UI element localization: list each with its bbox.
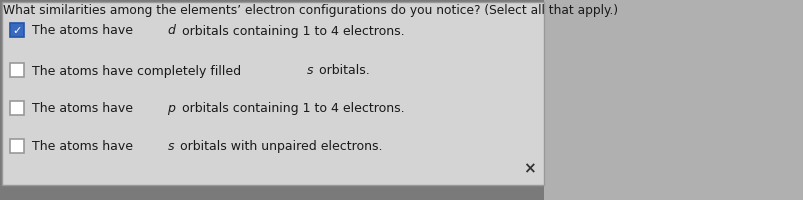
Text: What similarities among the elements’ electron configurations do you notice? (Se: What similarities among the elements’ el…: [3, 4, 618, 17]
FancyBboxPatch shape: [2, 3, 544, 185]
Text: orbitals containing 1 to 4 electrons.: orbitals containing 1 to 4 electrons.: [177, 102, 404, 115]
Text: s: s: [167, 140, 173, 153]
FancyBboxPatch shape: [10, 139, 24, 153]
FancyBboxPatch shape: [544, 0, 803, 200]
Text: The atoms have: The atoms have: [32, 140, 137, 153]
FancyBboxPatch shape: [10, 64, 24, 78]
Text: The atoms have: The atoms have: [32, 24, 137, 37]
Text: ×: ×: [523, 160, 536, 175]
Text: The atoms have: The atoms have: [32, 102, 137, 115]
Text: ✓: ✓: [12, 26, 22, 36]
Text: orbitals.: orbitals.: [315, 64, 369, 77]
FancyBboxPatch shape: [10, 24, 24, 38]
Text: d: d: [167, 24, 175, 37]
Text: orbitals with unpaired electrons.: orbitals with unpaired electrons.: [176, 140, 382, 153]
Text: p: p: [167, 102, 175, 115]
FancyBboxPatch shape: [10, 101, 24, 115]
Text: The atoms have completely filled: The atoms have completely filled: [32, 64, 245, 77]
Text: orbitals containing 1 to 4 electrons.: orbitals containing 1 to 4 electrons.: [177, 24, 404, 37]
Text: s: s: [307, 64, 313, 77]
